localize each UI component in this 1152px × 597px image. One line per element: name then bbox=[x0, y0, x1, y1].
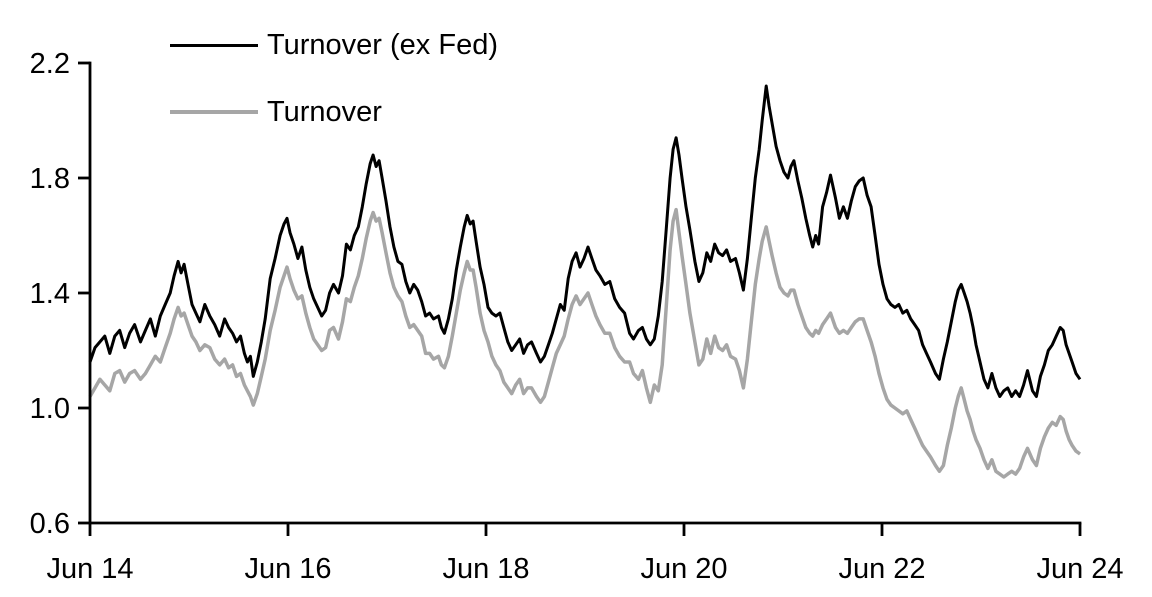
y-tick-label: 2.2 bbox=[30, 48, 70, 80]
series-line-turnover-ex-fed bbox=[88, 84, 1082, 398]
legend-item-turnover: Turnover bbox=[170, 92, 498, 132]
x-tick-label: Jun 20 bbox=[640, 553, 727, 585]
y-tick-label: 1.0 bbox=[30, 393, 70, 425]
y-tick-label: 1.4 bbox=[30, 278, 70, 310]
legend-line-swatch-black bbox=[170, 43, 258, 47]
x-tick-label: Jun 16 bbox=[244, 553, 331, 585]
y-tick-label: 1.8 bbox=[30, 163, 70, 195]
legend-label: Turnover bbox=[267, 96, 382, 128]
axes-lines bbox=[88, 61, 1082, 525]
x-tick-label: Jun 18 bbox=[442, 553, 529, 585]
legend: Turnover (ex Fed) Turnover bbox=[170, 25, 498, 132]
legend-item-turnover-ex-fed: Turnover (ex Fed) bbox=[170, 25, 498, 65]
x-tick-label: Jun 24 bbox=[1036, 553, 1123, 585]
legend-label: Turnover (ex Fed) bbox=[267, 29, 498, 61]
y-tick-label: 0.6 bbox=[30, 508, 70, 540]
x-tick-label: Jun 14 bbox=[46, 553, 133, 585]
x-tick-label: Jun 22 bbox=[838, 553, 925, 585]
legend-line-swatch-gray bbox=[170, 110, 258, 114]
series-line-turnover bbox=[88, 207, 1082, 479]
